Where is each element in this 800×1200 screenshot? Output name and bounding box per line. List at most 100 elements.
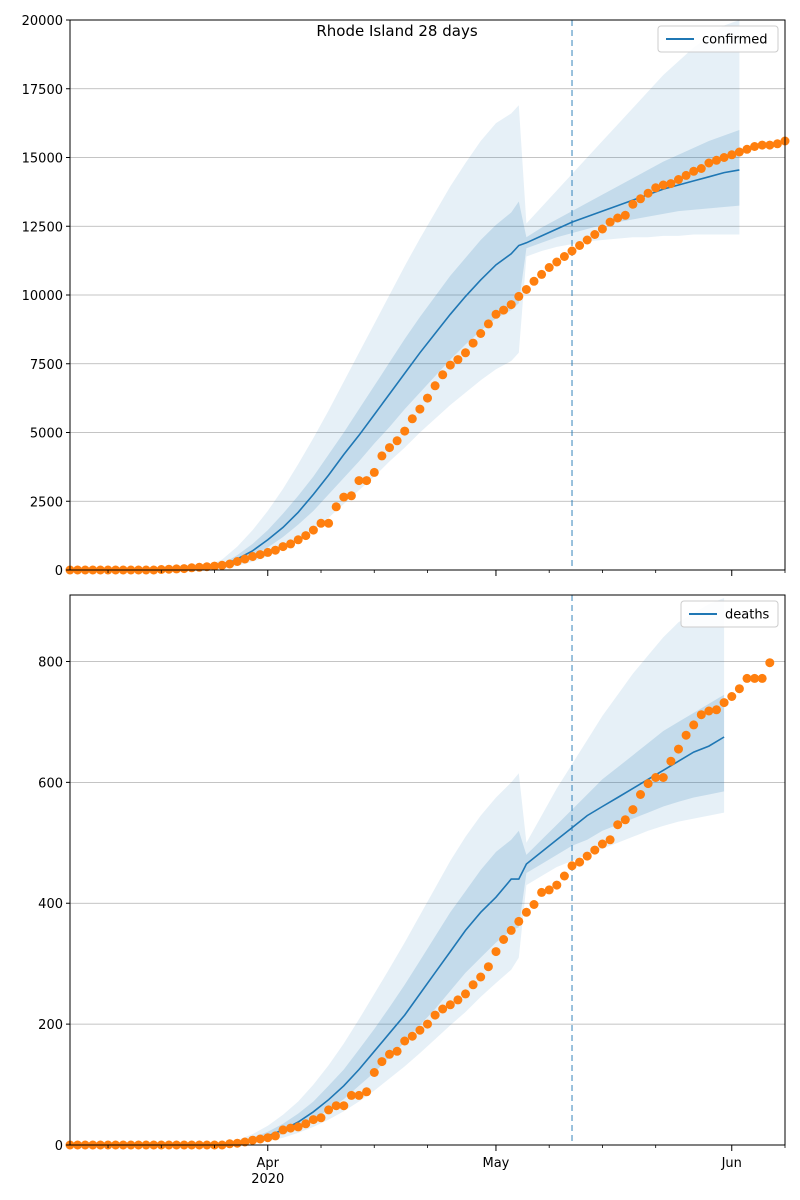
data-point [263,547,273,557]
data-point [164,564,174,574]
data-point [499,305,509,315]
data-point [658,180,668,190]
data-point [430,381,440,391]
data-point [430,1010,440,1020]
data-point [552,880,562,890]
data-point [514,291,524,301]
data-point [628,805,638,815]
data-point [750,673,760,683]
data-point [544,885,554,895]
data-point [362,476,372,486]
data-point [423,393,432,403]
data-point [597,224,607,234]
data-point [742,144,752,154]
data-point [232,1138,242,1148]
data-point [666,179,676,189]
data-point [628,199,638,209]
outer-uncertainty-band [70,598,725,1145]
y-tick-label: 10000 [22,289,63,304]
data-point [346,1090,356,1100]
data-point [719,153,729,162]
data-point [750,142,760,151]
data-point [232,557,242,566]
y-tick-label: 0 [55,1139,63,1154]
data-point [172,564,181,574]
data-point [666,756,676,766]
y-tick-label: 5000 [30,427,63,442]
data-point [255,1134,265,1144]
data-point [727,150,737,160]
data-point [696,710,706,720]
data-point [597,839,607,849]
y-tick-label: 600 [38,776,63,791]
data-point [613,213,623,223]
data-point [438,370,448,380]
y-tick-label: 7500 [30,358,63,373]
data-point [316,518,326,528]
data-point [506,300,516,310]
data-point [567,246,577,256]
data-point [293,1122,303,1132]
data-point [293,535,303,545]
legend-box [680,600,779,628]
data-point [385,443,394,453]
data-point [529,276,539,286]
data-point [575,857,585,867]
data-point [210,561,219,571]
data-point [339,492,349,502]
data-point [377,451,387,461]
data-point [225,559,235,569]
data-point [544,263,554,272]
data-point [423,1019,432,1029]
data-point [559,252,569,261]
data-point [765,140,775,150]
data-point [445,1000,455,1010]
data-point [377,1057,387,1067]
x-month-label: Jun [721,1156,742,1171]
data-point [757,673,767,683]
y-tick-label: 0 [55,564,63,579]
data-point [681,730,691,740]
data-point [438,1004,448,1014]
data-point [719,698,729,708]
data-point [567,861,577,871]
data-point [339,1101,349,1111]
data-point [689,720,699,730]
data-point [263,1133,273,1143]
deaths-panel: 0 200 400 600 800 deaths Apr May Jun 2020 [38,594,786,1187]
data-point [521,285,531,294]
data-point [286,539,296,549]
data-point [674,175,683,184]
data-point [331,1101,341,1111]
data-point [521,907,531,917]
data-point [529,900,539,909]
data-point [354,476,364,486]
data-point [483,319,493,329]
data-point [590,230,600,239]
legend-label: deaths [725,608,770,623]
data-point [453,995,463,1005]
data-point [696,164,706,173]
data-point [712,155,721,165]
data-point [620,815,630,825]
data-point [605,835,615,845]
data-point [202,562,212,572]
data-point [225,1139,235,1149]
inner-uncertainty-band [70,130,740,570]
y-tick-label: 400 [38,897,63,912]
data-point [445,360,455,370]
data-point [270,545,280,555]
data-point [658,773,668,782]
data-point [552,257,562,267]
data-point [704,158,714,168]
data-point [674,744,683,754]
data-point [354,1090,364,1100]
data-point [727,692,737,701]
data-point [308,525,318,535]
outer-uncertainty-band [70,20,740,570]
data-point [491,309,501,319]
data-point [286,1123,296,1133]
data-point [324,518,334,528]
